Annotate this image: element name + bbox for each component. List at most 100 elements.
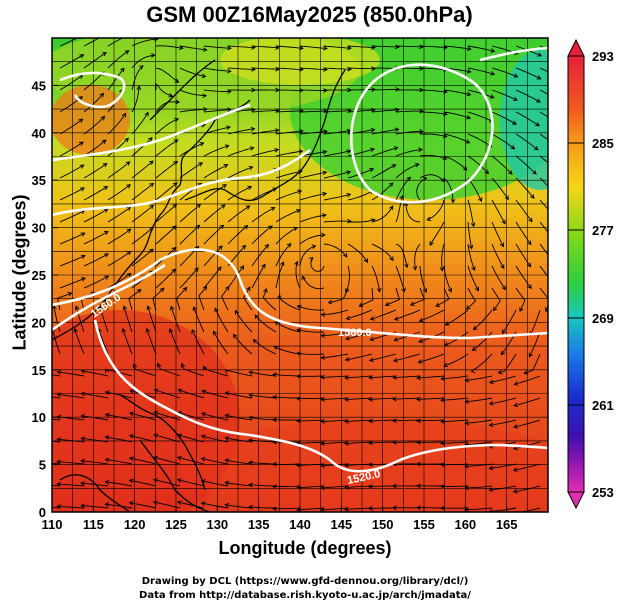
streamline-arrow [263, 288, 268, 293]
streamline [169, 328, 181, 355]
streamline [83, 163, 108, 179]
streamline [467, 243, 476, 271]
streamline-arrow [447, 287, 452, 293]
streamline-arrow [392, 375, 397, 380]
streamline-arrow [320, 441, 325, 446]
streamline-arrow [513, 73, 519, 78]
streamline-arrow [394, 127, 400, 132]
streamline [248, 506, 276, 509]
streamline-arrow [248, 504, 253, 510]
streamline [443, 155, 468, 171]
streamline [131, 38, 158, 47]
streamline [52, 484, 61, 487]
streamline-arrow [261, 263, 266, 269]
streamline-arrow [347, 45, 352, 51]
streamline [128, 289, 142, 311]
streamline-arrow [440, 376, 445, 382]
streamline-arrow [344, 463, 349, 468]
streamline-arrow [440, 505, 445, 511]
streamline [539, 177, 548, 187]
streamline [81, 415, 109, 421]
streamline [203, 204, 226, 223]
streamline [201, 457, 229, 465]
streamline [489, 397, 517, 405]
streamline [74, 328, 85, 355]
wind-streamlines [33, 38, 561, 512]
streamline-arrow [519, 307, 524, 313]
streamline [344, 441, 373, 445]
streamline-arrow [103, 231, 109, 236]
streamline [414, 243, 421, 270]
colorbar-label: 285 [592, 136, 614, 151]
streamline-arrow [444, 321, 450, 326]
contour-label: 1560.0 [338, 327, 372, 339]
streamline [418, 353, 445, 363]
streamline-arrow [145, 327, 150, 333]
streamline [131, 183, 154, 201]
streamline-arrow [409, 301, 415, 306]
streamline-arrow [56, 481, 61, 487]
streamline [513, 463, 541, 471]
streamline [155, 161, 178, 179]
streamline-arrow [488, 401, 494, 406]
streamline [472, 331, 493, 351]
streamline [276, 89, 304, 91]
streamline-arrow [196, 203, 202, 209]
streamline-arrow [248, 482, 253, 488]
streamline-arrow [144, 111, 149, 117]
streamline [296, 419, 325, 422]
streamline-arrow [149, 248, 154, 254]
streamline [52, 327, 61, 355]
streamline [105, 503, 133, 509]
streamline [323, 130, 351, 135]
streamline-arrow [104, 275, 110, 280]
streamline-arrow [104, 457, 110, 463]
streamline [323, 110, 352, 113]
streamline [131, 248, 154, 267]
streamline-arrow [465, 305, 471, 310]
streamline-arrow [322, 213, 327, 218]
streamline [441, 375, 469, 380]
streamline [177, 501, 205, 509]
streamline [52, 418, 61, 421]
credit-drawing: Drawing by DCL (https://www.gfd-dennou.o… [141, 576, 469, 587]
y-tick-label: 15 [32, 363, 46, 378]
streamline-arrow [392, 396, 397, 402]
streamline [419, 133, 447, 138]
streamline [107, 161, 130, 179]
streamline [441, 485, 469, 487]
streamline-arrow [557, 170, 561, 174]
streamline [178, 389, 205, 399]
streamline [443, 177, 454, 203]
streamline [227, 166, 253, 179]
streamline-arrow [149, 182, 155, 188]
streamline-arrow [414, 162, 420, 168]
streamline-arrow [33, 482, 37, 486]
streamline-arrow [426, 216, 432, 222]
streamline [371, 243, 394, 261]
streamline [201, 480, 229, 487]
streamline [81, 505, 109, 509]
streamline [59, 164, 84, 179]
streamline-arrow [126, 184, 131, 189]
streamline [419, 111, 447, 115]
streamline [429, 221, 445, 246]
streamline-arrow [173, 139, 179, 144]
streamline-arrow [104, 412, 110, 418]
streamline [371, 147, 398, 157]
streamline-arrow [471, 346, 477, 352]
streamline-arrow [73, 327, 78, 333]
streamline [201, 390, 229, 399]
streamline-arrow [128, 411, 134, 417]
streamline [225, 504, 253, 509]
streamline-arrow [389, 256, 394, 262]
streamline-arrow [128, 478, 134, 484]
streamline [155, 101, 180, 113]
streamline-arrow [122, 305, 128, 311]
streamline-arrow [346, 170, 352, 175]
streamline-arrow [80, 458, 86, 464]
streamline [83, 231, 109, 245]
streamline-arrow [393, 146, 399, 151]
y-tick-label: 5 [39, 458, 46, 473]
streamline-arrow [435, 302, 441, 307]
